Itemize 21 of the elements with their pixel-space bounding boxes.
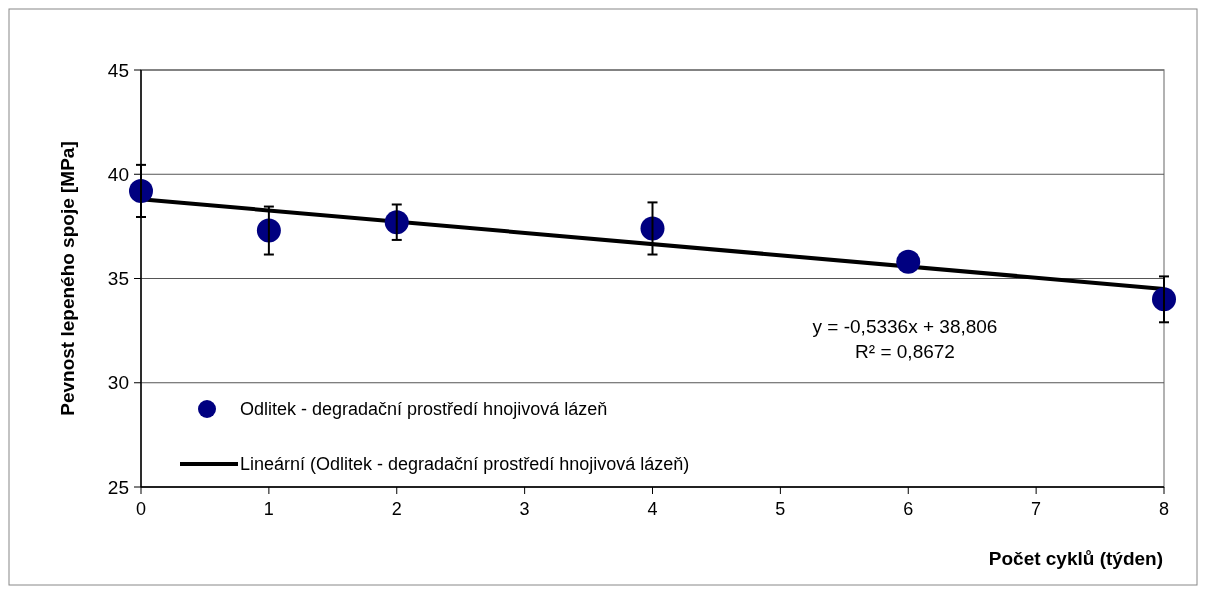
x-tick-label: 0 — [135, 499, 147, 519]
x-tick-label: 4 — [647, 499, 658, 519]
y-tick-label: 30 — [107, 372, 129, 394]
x-tick-label: 3 — [519, 499, 530, 519]
x-tick-label: 7 — [1031, 499, 1042, 519]
x-tick-label: 2 — [391, 499, 402, 519]
annotation: R² = 0,8672 — [855, 341, 955, 362]
point — [896, 249, 921, 274]
y-tick-label: 40 — [107, 163, 129, 185]
y-axis-title: Pevnost lepeného spoje [MPa] — [57, 141, 78, 416]
annotation: y = -0,5336x + 38,806 — [812, 316, 998, 337]
x-tick-label: 5 — [775, 499, 786, 519]
legend-label: Odlitek - degradační prostředí hnojivová lázeň — [240, 399, 608, 420]
y-tick-label: 35 — [107, 268, 129, 290]
x-axis-title: Počet cyklů (týden) — [988, 548, 1163, 569]
x-tick-label: 6 — [903, 499, 914, 519]
y-tick-label: 45 — [107, 59, 129, 81]
x-tick-label: 1 — [263, 499, 274, 519]
y-tick-label: 25 — [107, 476, 129, 498]
legend-label: Lineární (Odlitek - degradační prostředí hnojivová lázeň) — [240, 454, 690, 475]
x-tick-label: 8 — [1158, 499, 1170, 519]
